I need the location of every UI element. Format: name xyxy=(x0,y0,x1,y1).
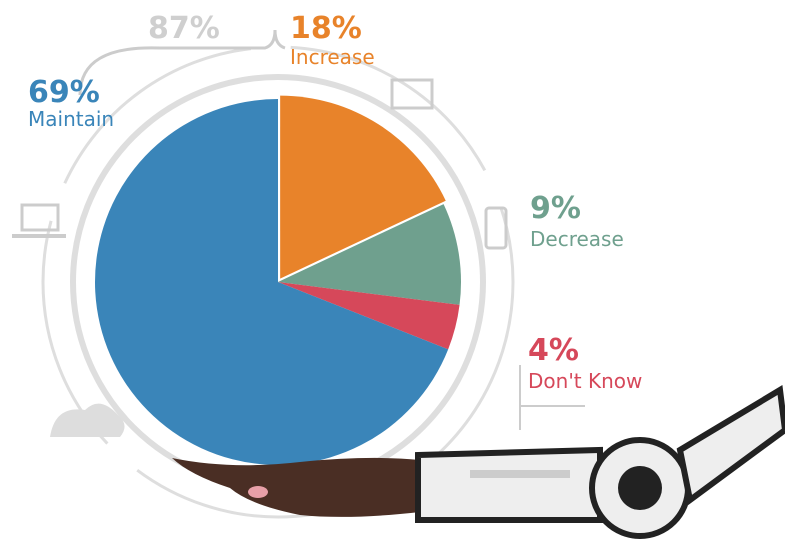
fingernail xyxy=(248,486,268,498)
pie xyxy=(95,95,461,465)
robot-arm xyxy=(415,385,785,539)
category-label: Increase xyxy=(290,45,375,69)
value-label: 9% xyxy=(530,191,581,226)
pie-slice xyxy=(278,282,460,350)
annotation: 87% xyxy=(148,11,220,46)
category-label: Don't Know xyxy=(528,369,642,393)
category-label: Maintain xyxy=(28,107,114,131)
value-label: 69% xyxy=(28,75,100,110)
value-label: 18% xyxy=(290,11,362,46)
pie-slice xyxy=(95,99,449,465)
hand xyxy=(172,457,420,517)
value-label: 4% xyxy=(528,333,579,368)
pie-slice xyxy=(278,204,461,305)
cloud-icon xyxy=(50,403,125,437)
category-label: Decrease xyxy=(530,227,624,251)
pie-slice xyxy=(280,95,446,279)
